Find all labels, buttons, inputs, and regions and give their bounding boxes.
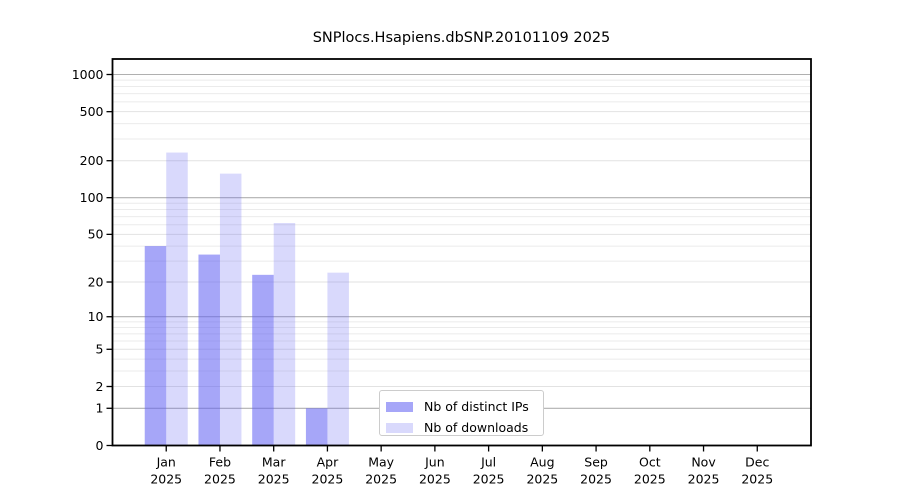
y-tick-label: 100 (80, 190, 104, 205)
legend-label-downloads: Nb of downloads (424, 420, 529, 435)
x-tick-label-year: 2025 (688, 472, 720, 487)
y-tick-label: 200 (80, 153, 104, 168)
bar-downloads-mar (273, 223, 296, 446)
legend-swatch-downloads-icon (386, 422, 413, 433)
x-tick-label-year: 2025 (580, 472, 612, 487)
x-tick-label-year: 2025 (419, 472, 451, 487)
x-tick-label-month: Jun (424, 455, 445, 470)
plot-border (111, 58, 812, 447)
y-tick-label: 5 (96, 342, 104, 357)
x-tick-label-month: Nov (691, 455, 716, 470)
bar-distinct-ips-feb (198, 254, 220, 446)
chart-title: SNPlocs.Hsapiens.dbSNP.20101109 2025 (312, 30, 611, 46)
x-tick-label-year: 2025 (473, 472, 505, 487)
x-tick-label-month: Sep (584, 455, 608, 470)
x-tick-label-month: Aug (530, 455, 554, 470)
x-tick-label-month: Dec (745, 455, 769, 470)
y-tick-label: 1000 (72, 67, 104, 82)
legend: Nb of distinct IPs Nb of downloads (379, 390, 544, 436)
x-tick-label-year: 2025 (204, 472, 236, 487)
y-tick-label: 1 (96, 401, 104, 416)
x-tick-label-year: 2025 (634, 472, 666, 487)
bar-downloads-feb (219, 173, 242, 446)
x-tick-label-year: 2025 (526, 472, 558, 487)
legend-swatch-distinct-ips-icon (386, 401, 413, 412)
legend-item-downloads: Nb of downloads (386, 417, 537, 438)
x-tick-label-year: 2025 (312, 472, 344, 487)
x-tick-label-month: Mar (262, 455, 286, 470)
x-tick-label-month: Jul (480, 455, 496, 470)
bar-downloads-apr (327, 272, 349, 446)
bar-distinct-ips-mar (252, 274, 274, 446)
y-tick-label: 50 (88, 227, 104, 242)
bar-distinct-ips-apr (305, 408, 328, 446)
x-tick-label-month: Feb (209, 455, 231, 470)
x-tick-label-year: 2025 (258, 472, 290, 487)
y-tick-label: 0 (96, 438, 104, 453)
x-tick-label-month: Oct (639, 455, 661, 470)
bar-downloads-jan (166, 152, 188, 446)
legend-label-distinct-ips: Nb of distinct IPs (424, 399, 529, 414)
y-tick-label: 10 (88, 309, 104, 324)
legend-item-distinct-ips: Nb of distinct IPs (386, 396, 537, 417)
x-tick-label-month: Jan (156, 455, 176, 470)
y-tick-label: 2 (96, 379, 104, 394)
x-tick-label-year: 2025 (150, 472, 182, 487)
y-tick-label: 20 (88, 274, 104, 289)
bar-distinct-ips-jan (144, 246, 167, 446)
x-tick-label-month: May (368, 455, 394, 470)
y-tick-label: 500 (80, 104, 104, 119)
x-tick-label-month: Apr (317, 455, 339, 470)
x-tick-label-year: 2025 (741, 472, 773, 487)
x-tick-label-year: 2025 (365, 472, 397, 487)
